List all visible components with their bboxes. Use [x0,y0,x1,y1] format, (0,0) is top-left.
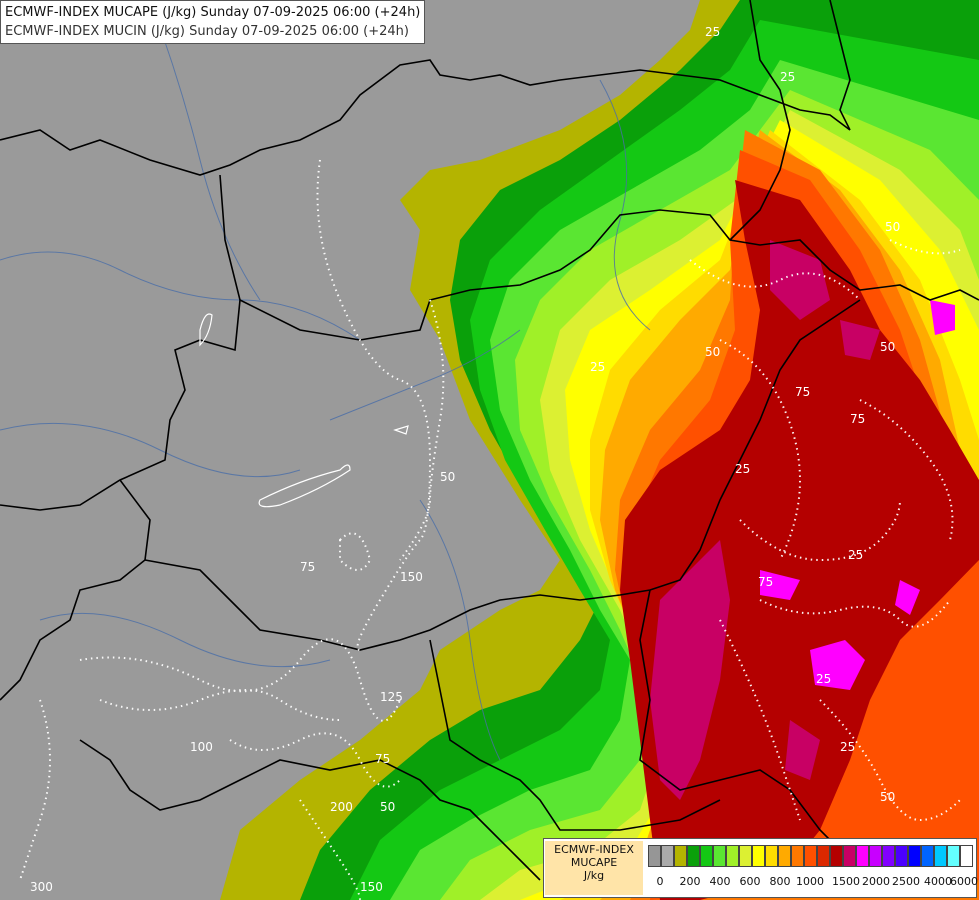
cape-crimson-zone [650,240,880,800]
legend-tick-label: 800 [769,875,791,888]
legend-swatches [648,845,973,867]
legend-tick-label: 1000 [796,875,824,888]
lakes [199,313,409,508]
legend-swatch [700,845,713,867]
map-title: ECMWF-INDEX MUCAPE (J/kg) Sunday 07-09-2… [0,0,426,44]
legend-tick-label: 2000 [862,875,890,888]
legend-swatch [856,845,869,867]
legend-swatch [934,845,947,867]
title-line-mucape: ECMWF-INDEX MUCAPE (J/kg) Sunday 07-09-2… [5,5,421,20]
legend-swatch [674,845,687,867]
legend-swatch [791,845,804,867]
legend-swatch [921,845,934,867]
legend-tick-label: 2500 [892,875,920,888]
legend-swatch [895,845,908,867]
legend-ticks: 0 200 400 600 800 1000 1500 2000 2500 4000 6000 [648,875,979,891]
legend-swatch [804,845,817,867]
legend-swatch [778,845,791,867]
cape-magenta-zone [760,300,955,690]
legend-swatch [752,845,765,867]
legend-tick-label: 200 [679,875,701,888]
legend-tick-label: 400 [709,875,731,888]
legend-tick-label: 4000 [924,875,952,888]
legend-swatch [661,845,674,867]
legend-swatch [765,845,778,867]
legend-swatch [817,845,830,867]
legend-swatch [882,845,895,867]
legend-tick-label: 1500 [832,875,860,888]
legend-swatch [947,845,960,867]
legend-swatch [648,845,661,867]
legend-swatch [869,845,882,867]
legend-swatch [830,845,843,867]
legend-swatch [726,845,739,867]
legend-tick-label: 600 [739,875,761,888]
color-legend: ECMWF-INDEX MUCAPE J/kg 0 200 400 600 800 100… [543,838,979,898]
country-borders [0,0,979,881]
legend-swatch [908,845,921,867]
legend-swatch [960,845,973,867]
legend-swatch [687,845,700,867]
legend-line-param: MUCAPE [570,856,618,869]
legend-swatch [713,845,726,867]
legend-line-unit: J/kg [583,869,605,882]
title-line-mucin: ECMWF-INDEX MUCIN (J/kg) Sunday 07-09-20… [5,24,409,39]
legend-line-model: ECMWF-INDEX [554,843,634,856]
legend-swatch [739,845,752,867]
rivers [0,0,651,761]
legend-label: ECMWF-INDEX MUCAPE J/kg [545,841,643,895]
legend-swatch [843,845,856,867]
legend-tick-label: 0 [656,875,664,888]
legend-tick-label: 6000 [950,875,978,888]
mucin-contours [19,159,961,900]
